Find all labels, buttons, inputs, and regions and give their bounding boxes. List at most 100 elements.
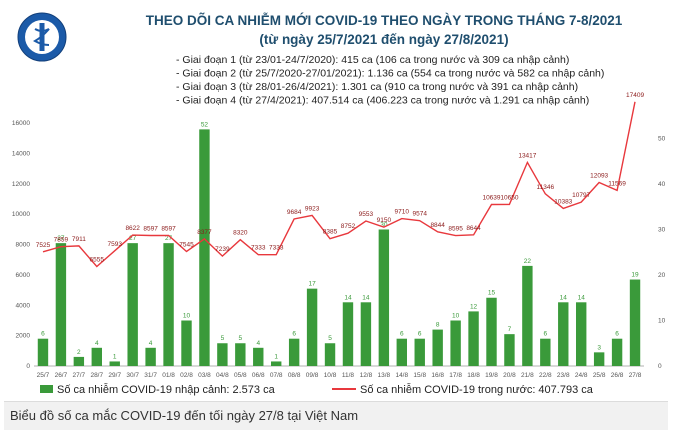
chart-subtitle: (từ ngày 25/7/2021 đến ngày 27/8/2021) [259, 32, 508, 47]
bar [468, 311, 479, 366]
bar [217, 343, 228, 366]
bar [450, 320, 461, 366]
bar-data-label: 30 [380, 221, 388, 228]
line-data-label: 9574 [413, 211, 428, 218]
bar [611, 338, 623, 366]
bar-data-label: 17 [308, 281, 316, 288]
domestic-cases-line [42, 101, 636, 268]
x-tick-label: 25/8 [593, 372, 606, 379]
line-data-label: 17409 [626, 92, 644, 99]
bar-data-label: 14 [344, 294, 352, 301]
figure-caption: Biểu đồ số ca mắc COVID-19 đến tối ngày … [10, 408, 359, 423]
phase-note: - Giai đoạn 3 (từ 28/01-26/4/2021): 1.30… [176, 81, 578, 93]
bar-data-label: 6 [292, 331, 296, 338]
x-tick-label: 24/8 [575, 372, 588, 379]
chart-svg: THEO DÕI CA NHIỄM MỚI COVID-19 THEO NGÀY… [12, 12, 666, 396]
line-data-label: 9710 [395, 209, 410, 216]
bar-data-label: 6 [400, 331, 404, 338]
bar-data-label: 5 [239, 335, 243, 342]
x-tick-label: 26/7 [55, 372, 68, 379]
phase-note: - Giai đoạn 1 (từ 23/01-24/7/2020): 415 … [176, 54, 569, 66]
line-data-label: 9684 [287, 209, 302, 216]
y-right-tick-label: 40 [658, 181, 666, 188]
line-data-label: 7911 [72, 236, 86, 243]
y-left-tick-label: 12000 [12, 181, 30, 188]
x-tick-label: 27/8 [629, 372, 642, 379]
y-left-tick-label: 2000 [16, 333, 31, 340]
bar-data-label: 1 [274, 353, 278, 360]
line-data-label: 8644 [466, 225, 481, 232]
x-tick-label: 20/8 [503, 372, 516, 379]
x-tick-label: 15/8 [413, 372, 426, 379]
x-tick-label: 23/8 [557, 372, 570, 379]
bar [486, 297, 497, 366]
line-data-label: 8595 [448, 226, 463, 233]
x-tick-label: 18/8 [467, 372, 480, 379]
bar-data-label: 3 [597, 344, 601, 351]
caption-bar: Biểu đồ số ca mắc COVID-19 đến tối ngày … [4, 401, 668, 430]
bar-data-label: 27 [129, 235, 137, 242]
bar [199, 129, 210, 366]
bar-data-label: 1 [113, 353, 117, 360]
x-tick-label: 11/8 [342, 372, 355, 379]
x-tick-label: 10/8 [324, 372, 337, 379]
y-left-tick-label: 6000 [16, 272, 31, 279]
line-data-label: 7545 [179, 241, 194, 248]
line-data-label: 13417 [518, 152, 536, 159]
bar [127, 243, 138, 366]
line-data-label: 9150 [377, 217, 392, 224]
line-data-label: 7525 [36, 242, 51, 249]
line-data-label: 7333 [251, 245, 266, 252]
bar-data-label: 19 [631, 272, 639, 279]
bar [432, 329, 443, 366]
bar-data-label: 52 [201, 121, 209, 128]
x-tick-label: 28/7 [90, 372, 103, 379]
bar [253, 347, 264, 366]
line-data-label: 7239 [215, 246, 230, 253]
bar [396, 338, 407, 366]
legend-line-label: Số ca nhiễm COVID-19 trong nước: 407.793… [360, 383, 594, 396]
x-tick-label: 07/8 [270, 372, 283, 379]
bar-data-label: 7 [508, 326, 512, 333]
bar [306, 288, 318, 366]
bar [378, 229, 390, 366]
line-data-label: 8752 [341, 223, 356, 230]
bar [235, 343, 246, 366]
y-right-tick-label: 50 [658, 135, 666, 142]
bar-data-label: 14 [578, 294, 586, 301]
bar [288, 338, 300, 366]
bar [91, 347, 102, 366]
line-data-label: 10383 [554, 198, 572, 205]
x-tick-label: 22/8 [539, 372, 552, 379]
bar [73, 356, 85, 366]
bar-data-label: 27 [57, 235, 65, 242]
line-data-label: 8320 [233, 230, 248, 237]
legend: Số ca nhiễm COVID-19 nhập cảnh: 2.573 ca… [40, 383, 594, 396]
bar-data-label: 6 [615, 331, 619, 338]
bar-data-label: 14 [362, 294, 370, 301]
line-data-label: 12093 [590, 172, 608, 179]
bar-data-label: 5 [221, 335, 225, 342]
bar [55, 243, 67, 366]
line-data-label: 9923 [305, 205, 320, 212]
bar-data-label: 6 [418, 331, 422, 338]
x-tick-label: 30/7 [126, 372, 139, 379]
line-data-label: 8385 [323, 229, 338, 236]
bar-data-label: 5 [328, 335, 332, 342]
x-tick-label: 21/8 [521, 372, 534, 379]
chart-figure: THEO DÕI CA NHIỄM MỚI COVID-19 THEO NGÀY… [4, 0, 668, 400]
chart-title: THEO DÕI CA NHIỄM MỚI COVID-19 THEO NGÀY… [146, 13, 623, 28]
bar-data-label: 27 [165, 235, 173, 242]
x-tick-label: 13/8 [378, 372, 391, 379]
y-right-tick-label: 10 [658, 317, 666, 324]
x-tick-label: 02/8 [180, 372, 193, 379]
bar-data-label: 12 [470, 303, 478, 310]
bar [558, 302, 569, 366]
x-tick-label: 31/7 [144, 372, 157, 379]
y-left-tick-label: 8000 [16, 242, 31, 249]
bar-data-label: 22 [524, 258, 532, 265]
bar [504, 334, 515, 366]
bar [360, 302, 372, 366]
bar [522, 265, 533, 366]
x-tick-label: 27/7 [73, 372, 86, 379]
